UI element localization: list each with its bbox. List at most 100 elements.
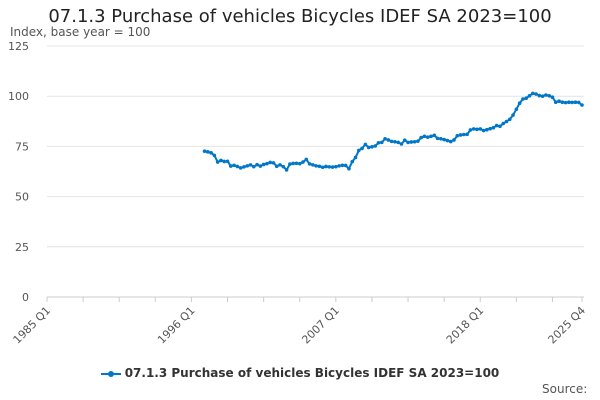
data-point bbox=[238, 166, 243, 170]
data-point bbox=[517, 101, 522, 106]
data-point bbox=[278, 163, 282, 167]
data-point bbox=[304, 157, 309, 162]
x-tick-label: 2025 Q4 bbox=[546, 304, 589, 347]
x-tick-label: 2007 Q1 bbox=[299, 304, 342, 347]
data-point bbox=[494, 123, 499, 128]
data-point bbox=[432, 133, 437, 138]
data-point bbox=[334, 164, 338, 169]
y-tick-label: 50 bbox=[15, 191, 29, 204]
data-point bbox=[573, 100, 578, 105]
y-tick-label: 0 bbox=[22, 291, 29, 304]
data-point bbox=[202, 149, 207, 154]
data-point bbox=[307, 162, 312, 166]
data-point bbox=[524, 96, 529, 101]
x-tick-label: 1985 Q1 bbox=[11, 304, 54, 347]
data-point bbox=[416, 139, 420, 143]
data-point bbox=[540, 94, 545, 98]
data-point bbox=[465, 132, 469, 137]
data-point bbox=[274, 164, 279, 169]
data-point bbox=[498, 124, 502, 129]
data-point bbox=[386, 138, 391, 142]
data-point bbox=[396, 140, 400, 145]
data-point bbox=[419, 135, 423, 140]
data-point bbox=[511, 113, 515, 117]
data-point bbox=[576, 100, 581, 105]
data-point bbox=[330, 165, 335, 169]
data-point bbox=[445, 138, 450, 143]
data-point bbox=[478, 127, 483, 131]
data-point bbox=[455, 133, 460, 138]
data-point bbox=[284, 168, 289, 172]
data-point bbox=[521, 97, 525, 101]
data-point bbox=[471, 127, 476, 131]
source-label: Source: bbox=[542, 382, 588, 396]
series-line bbox=[204, 92, 583, 172]
data-point bbox=[314, 164, 318, 168]
y-tick-label: 75 bbox=[15, 140, 29, 153]
data-point bbox=[317, 164, 322, 169]
x-tick-label: 2018 Q1 bbox=[444, 304, 487, 347]
data-point bbox=[425, 135, 430, 139]
data-point bbox=[383, 136, 387, 141]
data-point bbox=[255, 162, 259, 167]
data-point bbox=[544, 93, 548, 97]
data-point bbox=[488, 126, 492, 131]
data-point bbox=[301, 160, 305, 164]
data-point bbox=[219, 158, 223, 163]
data-point bbox=[570, 100, 574, 105]
data-point bbox=[530, 91, 535, 96]
data-point bbox=[222, 159, 227, 164]
data-point bbox=[452, 138, 456, 142]
data-point bbox=[320, 165, 325, 170]
data-point bbox=[442, 137, 446, 142]
data-point bbox=[281, 164, 286, 169]
data-point bbox=[206, 150, 210, 154]
data-point bbox=[232, 163, 236, 168]
data-point bbox=[209, 151, 213, 155]
data-point bbox=[491, 125, 496, 130]
data-point bbox=[294, 161, 299, 166]
y-tick-label: 25 bbox=[15, 241, 29, 254]
data-point bbox=[258, 164, 263, 168]
data-point bbox=[563, 100, 568, 105]
data-point bbox=[458, 133, 463, 137]
data-point bbox=[485, 127, 489, 132]
data-point bbox=[229, 164, 233, 168]
data-point bbox=[248, 163, 253, 167]
data-point bbox=[291, 161, 295, 166]
data-point bbox=[429, 134, 433, 139]
data-point bbox=[514, 107, 519, 112]
data-point bbox=[268, 160, 272, 165]
data-point bbox=[271, 161, 276, 165]
data-point bbox=[337, 164, 341, 168]
data-point bbox=[370, 145, 374, 149]
data-point bbox=[501, 121, 506, 126]
data-point bbox=[357, 148, 361, 153]
data-point bbox=[261, 162, 266, 167]
data-point bbox=[379, 140, 384, 145]
data-point bbox=[350, 159, 355, 164]
data-point bbox=[550, 95, 555, 100]
legend[interactable]: 07.1.3 Purchase of vehicles Bicycles IDE… bbox=[0, 366, 600, 380]
data-point bbox=[265, 161, 269, 166]
data-point bbox=[567, 100, 571, 105]
data-point bbox=[468, 128, 473, 132]
data-point bbox=[409, 140, 414, 144]
data-point bbox=[363, 142, 368, 147]
data-point bbox=[245, 164, 250, 168]
data-point bbox=[504, 119, 509, 124]
data-point bbox=[393, 139, 397, 144]
data-point bbox=[288, 162, 292, 166]
data-point bbox=[422, 134, 427, 139]
data-point bbox=[402, 138, 407, 142]
data-point bbox=[389, 139, 394, 144]
data-point bbox=[399, 142, 404, 146]
data-point bbox=[527, 93, 532, 98]
data-point bbox=[534, 92, 538, 96]
data-point bbox=[580, 103, 584, 107]
data-point bbox=[481, 128, 486, 133]
data-point bbox=[448, 139, 453, 144]
y-tick-label: 100 bbox=[8, 90, 29, 103]
data-point bbox=[324, 164, 328, 169]
